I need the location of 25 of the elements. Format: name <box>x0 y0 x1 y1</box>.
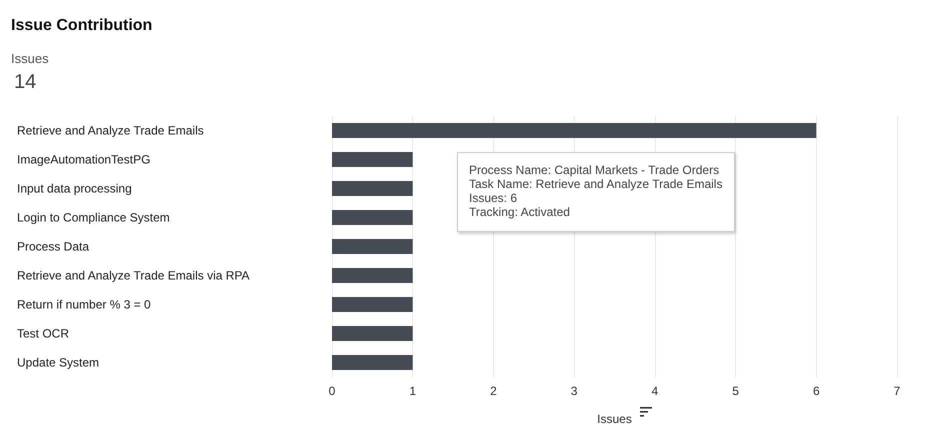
y-tick-label: ImageAutomationTestPG <box>17 152 150 166</box>
x-tick-label: 3 <box>570 384 578 398</box>
y-tick-label: Retrieve and Analyze Trade Emails via RPA <box>17 268 250 282</box>
x-tick-label: 1 <box>409 384 416 398</box>
y-tick-label: Retrieve and Analyze Trade Emails <box>17 124 204 138</box>
annotation: Process Name: Capital Markets - Trade Orders <box>469 163 720 177</box>
annotation: Tracking: Activated <box>469 205 571 219</box>
text: Issue Contribution <box>11 17 152 35</box>
x-tick-label: 0 <box>328 384 336 398</box>
x-tick-label: 7 <box>894 384 901 398</box>
y-tick-label: Login to Compliance System <box>17 210 170 224</box>
y-tick-label: Update System <box>17 356 100 370</box>
y-tick-label: Test OCR <box>17 326 70 340</box>
y-tick-label: Return if number % 3 = 0 <box>17 298 152 312</box>
x-axis-title: Issues <box>597 412 632 426</box>
annotation: Task Name: Retrieve and Analyze Trade Emails <box>469 177 722 191</box>
x-tick-label: 6 <box>812 384 820 398</box>
annotation: Issues: 6 <box>469 191 518 205</box>
y-tick-label: Process Data <box>17 240 90 254</box>
x-tick-label: 4 <box>652 384 659 398</box>
text: Issues <box>11 51 49 66</box>
text: 14 <box>14 71 36 94</box>
x-tick-label: 2 <box>490 384 498 398</box>
y-tick-label: Input data processing <box>17 182 132 196</box>
x-tick-label: 5 <box>732 384 740 398</box>
